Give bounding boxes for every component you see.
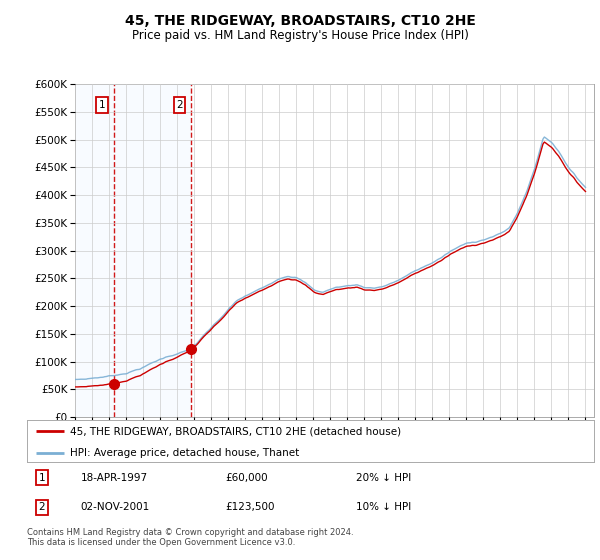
Text: 1: 1: [99, 100, 106, 110]
Bar: [114, 84, 191, 417]
Text: 20% ↓ HPI: 20% ↓ HPI: [356, 473, 411, 483]
Text: 2: 2: [176, 100, 183, 110]
Text: 2: 2: [38, 502, 45, 512]
Text: HPI: Average price, detached house, Thanet: HPI: Average price, detached house, Than…: [70, 448, 299, 458]
Text: 10% ↓ HPI: 10% ↓ HPI: [356, 502, 411, 512]
Text: Contains HM Land Registry data © Crown copyright and database right 2024.
This d: Contains HM Land Registry data © Crown c…: [27, 528, 353, 547]
Text: 45, THE RIDGEWAY, BROADSTAIRS, CT10 2HE (detached house): 45, THE RIDGEWAY, BROADSTAIRS, CT10 2HE …: [70, 426, 401, 436]
Text: 18-APR-1997: 18-APR-1997: [81, 473, 148, 483]
Text: £60,000: £60,000: [226, 473, 268, 483]
Text: 02-NOV-2001: 02-NOV-2001: [81, 502, 150, 512]
Text: 45, THE RIDGEWAY, BROADSTAIRS, CT10 2HE: 45, THE RIDGEWAY, BROADSTAIRS, CT10 2HE: [125, 14, 475, 28]
Text: Price paid vs. HM Land Registry's House Price Index (HPI): Price paid vs. HM Land Registry's House …: [131, 29, 469, 42]
Text: 1: 1: [38, 473, 45, 483]
Bar: [75, 84, 114, 417]
Text: £123,500: £123,500: [226, 502, 275, 512]
